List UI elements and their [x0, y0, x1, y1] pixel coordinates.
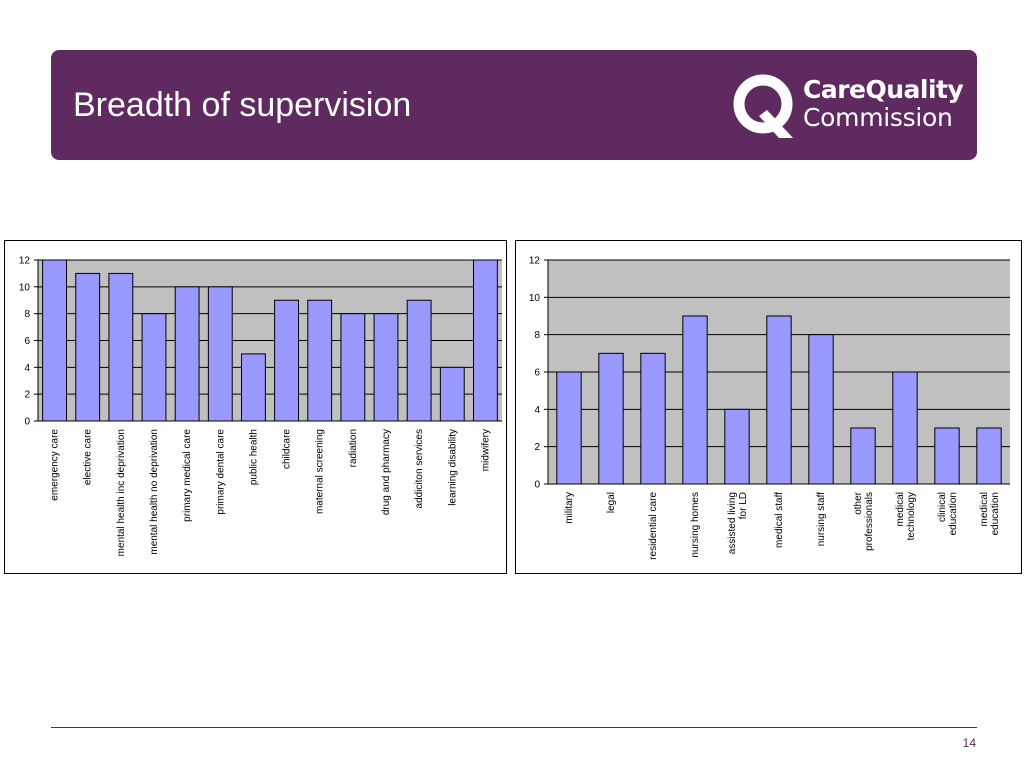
x-tick-label: nursing staff	[816, 492, 827, 547]
x-tick-label: otherprofessionals	[853, 491, 875, 551]
x-tick-label: assisted livingfor LD	[727, 492, 749, 554]
y-tick-label: 0	[534, 480, 540, 491]
bar	[240, 353, 266, 422]
bar	[556, 371, 582, 485]
slide-header: Breadth of supervision CareQuality Commi…	[51, 50, 977, 160]
bar	[934, 427, 960, 485]
bar	[724, 408, 750, 485]
bar	[439, 366, 465, 422]
x-tick-label: mental health no deprivation	[149, 429, 160, 555]
y-tick-label: 8	[534, 330, 540, 341]
bar	[307, 299, 333, 422]
bar	[766, 315, 792, 485]
x-tick-label: primary dental care	[215, 429, 226, 515]
slide-title: Breadth of supervision	[73, 86, 412, 124]
chart-supervision-groups: 0 2 4 6 8 10 12 military legal residential care nu…	[515, 240, 1022, 574]
x-tick-label: mental health inc deprivation	[116, 429, 127, 556]
x-tick-label: elective care	[83, 429, 94, 486]
x-tick-label: emergency care	[50, 429, 61, 501]
x-tick-label: drug and pharmacy	[381, 429, 392, 515]
bar	[141, 313, 167, 422]
bar	[598, 352, 624, 485]
bar	[274, 299, 300, 422]
bar	[174, 286, 200, 422]
x-tick-label: addiciton services	[414, 429, 425, 508]
x-tick-label: legal	[606, 492, 617, 513]
bar	[892, 371, 918, 485]
x-tick-label: public health	[248, 429, 259, 485]
y-tick-label: 10	[529, 293, 541, 304]
chart-svg-2: 0 2 4 6 8 10 12 military legal residential care nu…	[529, 256, 1010, 560]
bar	[406, 299, 432, 422]
x-tick-label: medical staff	[774, 492, 785, 548]
bar	[108, 272, 134, 422]
chart-svg-1: 0 2 4 6 8 10 12 emergency care elective care ment…	[19, 256, 502, 556]
bar	[640, 352, 666, 485]
y-tick-label: 10	[19, 282, 31, 293]
bar	[976, 427, 1002, 485]
x-tick-label: learning disability	[447, 429, 458, 506]
bar	[207, 286, 233, 422]
bar	[373, 313, 399, 422]
logo-text: CareQuality Commission	[803, 75, 964, 132]
y-tick-label: 2	[24, 390, 30, 401]
bar	[808, 334, 834, 485]
x-tick-label: residential care	[648, 492, 659, 560]
y-tick-label: 2	[534, 442, 540, 453]
y-tick-label: 6	[534, 368, 540, 379]
bar	[42, 259, 68, 422]
logo-line2: Commission	[803, 103, 953, 132]
x-tick-label: midwifery	[480, 429, 491, 471]
x-tick-label: primary medical care	[182, 429, 193, 522]
logo-line1: CareQuality	[803, 75, 964, 104]
x-tick-label: medicaltechnology	[895, 492, 917, 540]
x-tick-label: military	[564, 492, 575, 524]
y-tick-label: 4	[534, 405, 540, 416]
x-tick-label: radiation	[348, 429, 359, 467]
bar	[850, 427, 876, 485]
y-tick-label: 0	[24, 417, 30, 428]
bar	[340, 313, 366, 422]
y-tick-label: 8	[24, 309, 30, 320]
bar	[472, 259, 498, 422]
bar	[682, 315, 708, 485]
cqc-logo: CareQuality Commission	[731, 70, 964, 142]
x-tick-label: childcare	[282, 429, 293, 469]
chart-supervision-areas: 0 2 4 6 8 10 12 emergency care elective care ment…	[4, 240, 507, 574]
y-tick-label: 6	[24, 336, 30, 347]
page-number: 14	[962, 736, 976, 750]
x-tick-label: maternal screening	[315, 429, 326, 514]
y-tick-label: 12	[19, 256, 31, 267]
x-tick-label: medicaleducation	[979, 492, 1001, 535]
y-tick-label: 12	[529, 256, 541, 267]
x-tick-label: clinicaleducation	[937, 492, 959, 535]
y-tick-label: 4	[24, 363, 30, 374]
cqc-q-logo-icon	[733, 74, 793, 138]
x-tick-label: nursing homes	[690, 492, 701, 558]
bar	[75, 272, 101, 422]
footer-divider	[51, 727, 977, 728]
